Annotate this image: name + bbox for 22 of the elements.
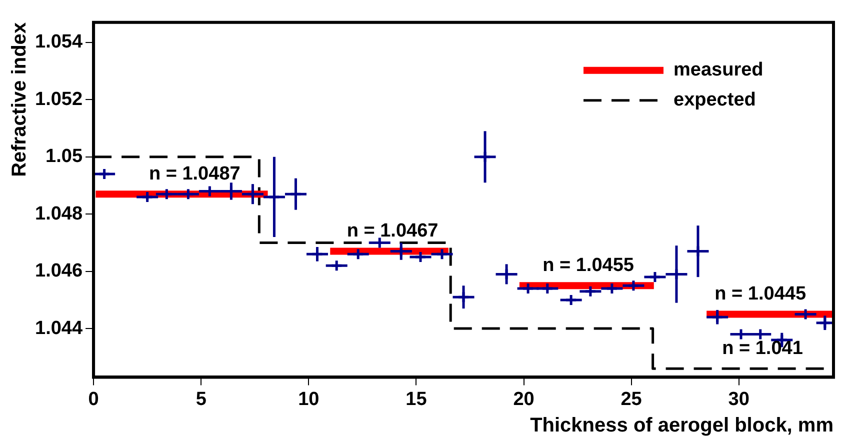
annotation: n = 1.0467 bbox=[346, 220, 438, 242]
annotation: n = 1.0487 bbox=[148, 163, 240, 184]
x-tick-label: 0 bbox=[88, 388, 99, 410]
x-tick-label: 30 bbox=[728, 388, 750, 410]
annotation: n = 1.0455 bbox=[542, 254, 634, 276]
x-tick-label: 5 bbox=[196, 388, 207, 410]
y-tick-label: 1.048 bbox=[35, 203, 83, 224]
y-tick-label: 1.044 bbox=[35, 318, 83, 339]
annotation: n = 1.041 bbox=[722, 338, 804, 359]
y-tick-label: 1.05 bbox=[46, 146, 83, 168]
legend-label: expected bbox=[674, 90, 756, 111]
y-tick-label: 1.054 bbox=[35, 32, 83, 53]
x-axis-title: Thickness of aerogel block, mm bbox=[530, 414, 834, 437]
legend-label: measured bbox=[674, 60, 764, 81]
x-tick-label: 20 bbox=[513, 388, 534, 410]
x-tick-label: 15 bbox=[406, 388, 428, 410]
x-tick-label: 10 bbox=[298, 388, 320, 410]
x-tick-label: 25 bbox=[620, 388, 642, 410]
y-axis-title: Refractive index bbox=[8, 22, 31, 177]
annotation: n = 1.0445 bbox=[714, 283, 806, 304]
y-tick-label: 1.052 bbox=[35, 88, 83, 110]
y-tick-label: 1.046 bbox=[35, 260, 83, 282]
